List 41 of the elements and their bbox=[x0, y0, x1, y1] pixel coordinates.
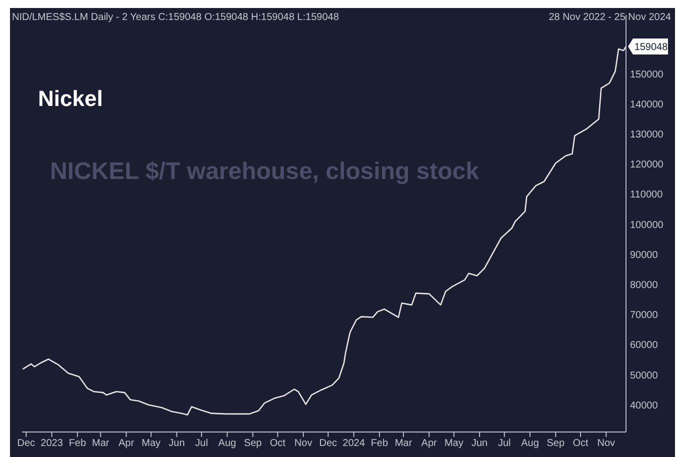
y-tick-label: 120000 bbox=[630, 160, 664, 171]
x-tick-label: May bbox=[142, 438, 161, 450]
chart-title: NID/LMES$S.LM Daily - 2 Years C:159048 O:159048 H:159048 L:159048 bbox=[12, 12, 339, 23]
x-tick-label: Nov bbox=[294, 438, 312, 450]
x-tick-label: Feb bbox=[370, 438, 388, 450]
y-tick-label: 90000 bbox=[630, 250, 658, 261]
x-tick-label: Aug bbox=[521, 438, 539, 450]
y-tick-label: 60000 bbox=[630, 340, 658, 352]
x-tick-label: Sep bbox=[546, 438, 566, 450]
x-tick-label: Dec bbox=[319, 438, 338, 450]
annotation: 159048 bbox=[634, 42, 668, 53]
x-tick-label: Dec bbox=[17, 438, 36, 450]
x-tick-label: Apr bbox=[118, 438, 135, 450]
y-tick-label: 110000 bbox=[630, 190, 664, 201]
x-tick-label: Oct bbox=[270, 438, 286, 450]
y-tick-label: 130000 bbox=[630, 129, 664, 140]
x-tick-label: 2023 bbox=[40, 438, 64, 450]
x-tick-label: Jul bbox=[498, 438, 511, 450]
x-tick-label: May bbox=[444, 438, 464, 450]
chart-subtitle: 28 Nov 2022 - 25 Nov 2024 bbox=[548, 12, 671, 23]
x-tick-label: Aug bbox=[218, 438, 236, 450]
x-tick-label: Jul bbox=[195, 438, 208, 450]
x-tick-label: Nov bbox=[597, 438, 616, 450]
annotation: Nickel bbox=[38, 86, 103, 112]
x-tick-label: Apr bbox=[421, 438, 438, 450]
x-tick-label: Oct bbox=[572, 438, 588, 450]
x-tick-label: Jun bbox=[168, 438, 185, 450]
y-tick-label: 70000 bbox=[630, 310, 658, 322]
x-tick-label: 2024 bbox=[342, 438, 366, 450]
y-tick-label: 40000 bbox=[630, 400, 658, 412]
x-tick-label: Mar bbox=[394, 438, 413, 450]
y-tick-label: 80000 bbox=[630, 280, 658, 292]
y-tick-label: 100000 bbox=[630, 220, 664, 231]
x-tick-label: Mar bbox=[92, 438, 110, 450]
y-tick-label: 140000 bbox=[630, 99, 664, 110]
y-tick-label: 150000 bbox=[630, 69, 664, 80]
x-tick-label: Feb bbox=[68, 438, 86, 450]
line-series bbox=[22, 46, 626, 416]
x-tick-label: Jun bbox=[471, 438, 488, 450]
y-tick-label: 50000 bbox=[630, 370, 658, 382]
x-tick-label: Sep bbox=[244, 438, 262, 450]
